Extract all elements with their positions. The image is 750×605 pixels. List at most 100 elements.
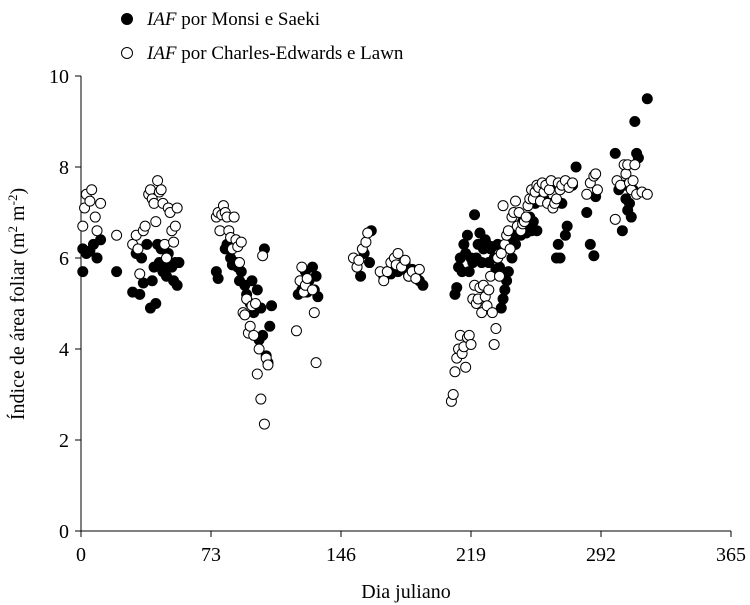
y-axis-title-sup2: -2 bbox=[5, 195, 20, 206]
data-point-charles-edwards-lawn bbox=[251, 368, 263, 380]
data-point-charles-edwards-lawn bbox=[463, 329, 475, 341]
data-point-charles-edwards-lawn bbox=[257, 250, 269, 262]
data-point-charles-edwards-lawn bbox=[543, 184, 555, 196]
data-point-monsi-saeki bbox=[246, 275, 258, 287]
data-point-monsi-saeki bbox=[251, 284, 263, 296]
legend: IAF por Monsi e Saeki IAF por Charles-Ed… bbox=[121, 9, 404, 64]
data-point-monsi-saeki bbox=[173, 257, 185, 269]
data-point-charles-edwards-lawn bbox=[360, 236, 372, 248]
data-point-charles-edwards-lawn bbox=[132, 243, 144, 255]
data-point-monsi-saeki bbox=[629, 116, 641, 127]
data-point-charles-edwards-lawn bbox=[381, 266, 393, 278]
data-point-monsi-saeki bbox=[463, 266, 475, 278]
data-point-charles-edwards-lawn bbox=[488, 338, 500, 350]
data-point-charles-edwards-lawn bbox=[228, 211, 240, 223]
legend-label-rest: por Monsi e Saeki bbox=[177, 9, 321, 30]
data-point-charles-edwards-lawn bbox=[591, 184, 603, 196]
data-point-charles-edwards-lawn bbox=[250, 298, 262, 309]
series-charles-edwards-lawn bbox=[77, 159, 653, 430]
data-point-charles-edwards-lawn bbox=[510, 195, 522, 207]
data-point-monsi-saeki bbox=[623, 197, 635, 209]
data-point-monsi-saeki bbox=[363, 257, 375, 269]
data-point-monsi-saeki bbox=[625, 211, 637, 223]
data-point-charles-edwards-lawn bbox=[169, 220, 181, 232]
data-point-monsi-saeki bbox=[609, 147, 621, 159]
data-point-monsi-saeki bbox=[581, 207, 593, 218]
data-point-charles-edwards-lawn bbox=[353, 254, 365, 266]
data-point-monsi-saeki bbox=[469, 209, 481, 221]
legend-label-charles-edwards-lawn: IAF por Charles-Edwards e Lawn bbox=[146, 43, 404, 64]
data-point-monsi-saeki bbox=[266, 300, 278, 312]
data-point-monsi-saeki bbox=[458, 238, 470, 250]
data-point-charles-edwards-lawn bbox=[413, 263, 425, 275]
data-point-charles-edwards-lawn bbox=[615, 179, 627, 191]
data-point-charles-edwards-lawn bbox=[447, 389, 459, 400]
data-point-monsi-saeki bbox=[307, 261, 319, 273]
data-point-monsi-saeki bbox=[559, 229, 571, 241]
data-point-charles-edwards-lawn bbox=[502, 225, 514, 237]
data-point-charles-edwards-lawn bbox=[465, 338, 477, 350]
data-point-charles-edwards-lawn bbox=[86, 184, 98, 196]
legend-marker-filled bbox=[121, 13, 133, 25]
legend-label-italic: IAF bbox=[146, 43, 177, 64]
y-tick-label: 10 bbox=[49, 66, 69, 88]
data-point-charles-edwards-lawn bbox=[520, 211, 532, 223]
data-point-charles-edwards-lawn bbox=[627, 175, 639, 187]
data-point-monsi-saeki bbox=[461, 229, 473, 241]
data-point-charles-edwards-lawn bbox=[307, 284, 319, 296]
data-point-monsi-saeki bbox=[141, 238, 153, 250]
data-point-charles-edwards-lawn bbox=[248, 329, 260, 341]
data-point-charles-edwards-lawn bbox=[253, 343, 265, 355]
data-point-monsi-saeki bbox=[212, 272, 224, 284]
axes bbox=[80, 76, 731, 532]
data-point-charles-edwards-lawn bbox=[95, 197, 107, 209]
data-point-monsi-saeki bbox=[499, 284, 511, 296]
data-point-monsi-saeki bbox=[150, 298, 162, 309]
data-point-charles-edwards-lawn bbox=[493, 270, 505, 282]
data-point-monsi-saeki bbox=[493, 261, 505, 273]
x-ticks: 0 73 146 219 292 365 bbox=[76, 531, 746, 566]
data-point-monsi-saeki bbox=[497, 293, 509, 305]
y-axis-title-mid: m bbox=[7, 205, 29, 226]
data-point-monsi-saeki bbox=[310, 270, 322, 282]
data-point-monsi-saeki bbox=[264, 320, 276, 332]
data-point-charles-edwards-lawn bbox=[495, 247, 507, 259]
data-point-charles-edwards-lawn bbox=[609, 213, 621, 225]
data-point-charles-edwards-lawn bbox=[258, 418, 270, 430]
legend-label-monsi-saeki: IAF por Monsi e Saeki bbox=[146, 9, 320, 30]
data-point-charles-edwards-lawn bbox=[244, 320, 256, 332]
y-axis-title-end: ) bbox=[7, 188, 29, 195]
data-point-charles-edwards-lawn bbox=[550, 193, 562, 205]
y-tick-label: 0 bbox=[59, 521, 69, 543]
y-axis-title-main: Índice de área foliar (m bbox=[6, 232, 29, 420]
data-point-charles-edwards-lawn bbox=[399, 254, 411, 266]
x-axis-title: Dia juliano bbox=[361, 581, 450, 603]
data-point-charles-edwards-lawn bbox=[134, 268, 146, 280]
data-point-charles-edwards-lawn bbox=[77, 220, 89, 232]
data-point-monsi-saeki bbox=[95, 234, 107, 246]
data-point-charles-edwards-lawn bbox=[301, 272, 313, 284]
data-point-monsi-saeki bbox=[134, 288, 146, 300]
data-point-charles-edwards-lawn bbox=[160, 252, 172, 264]
data-point-charles-edwards-lawn bbox=[460, 361, 472, 373]
data-point-charles-edwards-lawn bbox=[91, 225, 103, 237]
y-axis-title: Índice de área foliar (m2 m-2) bbox=[5, 188, 29, 420]
data-point-charles-edwards-lawn bbox=[290, 325, 302, 337]
x-tick-label: 365 bbox=[716, 544, 746, 566]
data-point-charles-edwards-lawn bbox=[378, 275, 390, 287]
data-point-monsi-saeki bbox=[451, 282, 463, 294]
data-point-charles-edwards-lawn bbox=[296, 261, 308, 273]
data-point-charles-edwards-lawn bbox=[152, 175, 164, 187]
data-point-charles-edwards-lawn bbox=[171, 202, 183, 214]
data-point-charles-edwards-lawn bbox=[392, 247, 404, 259]
x-tick-label: 0 bbox=[76, 544, 86, 566]
data-point-monsi-saeki bbox=[502, 266, 514, 278]
data-point-monsi-saeki bbox=[91, 252, 103, 264]
data-point-monsi-saeki bbox=[111, 266, 123, 278]
data-point-charles-edwards-lawn bbox=[239, 309, 251, 321]
data-point-charles-edwards-lawn bbox=[235, 236, 247, 248]
data-point-charles-edwards-lawn bbox=[84, 195, 96, 207]
data-point-monsi-saeki bbox=[137, 277, 149, 289]
data-point-charles-edwards-lawn bbox=[89, 211, 101, 223]
